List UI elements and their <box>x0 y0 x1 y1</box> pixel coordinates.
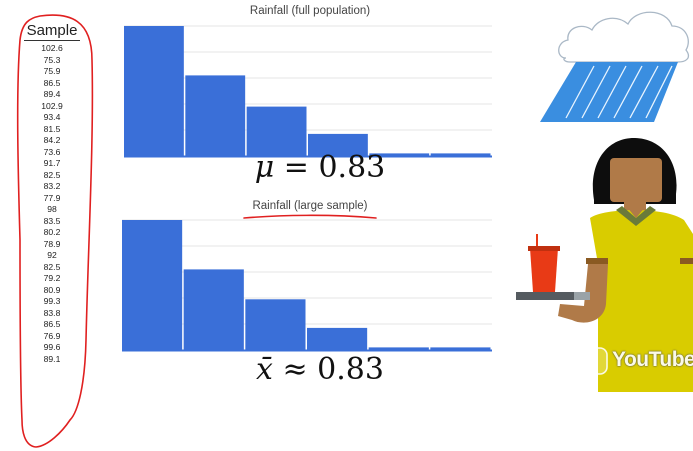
histogram-bar <box>307 327 368 350</box>
sample-value: 75.3 <box>43 54 61 65</box>
person-illustration <box>516 138 693 392</box>
population-relation: = <box>283 150 309 185</box>
sample-mean: x̄ ≈ 0.83 <box>210 352 430 387</box>
sample-circle-annotation <box>16 14 94 448</box>
sample-value: 81.5 <box>43 123 61 134</box>
histogram-bar <box>430 153 491 156</box>
drink-icon <box>528 234 560 292</box>
sample-value: 102.6 <box>41 43 63 53</box>
histogram-bar <box>185 75 246 156</box>
sample-value: 78.9 <box>43 238 61 249</box>
mu-symbol: μ <box>254 150 275 185</box>
youtube-watermark[interactable]: YouTube <box>574 346 693 376</box>
rain-cloud-illustration <box>540 11 690 122</box>
cloud-icon <box>558 11 690 63</box>
population-mean: μ = 0.83 <box>210 150 430 185</box>
sample-list: 102.6 75.3 75.9 86.5 89.4 102.9 93.4 81.5 84.2 73… <box>22 43 82 365</box>
sample-value: 98 <box>47 204 57 214</box>
histogram-bar <box>246 106 307 156</box>
sample-value: 79.2 <box>43 273 61 283</box>
histogram-bar <box>245 299 306 350</box>
sample-mean-value: 0.83 <box>317 352 384 387</box>
sample-value: 99.3 <box>43 296 61 306</box>
histogram-bar <box>183 269 244 350</box>
chart-title-population: Rainfall (full population) <box>249 5 371 17</box>
chart-title-sample: Rainfall (large sample) <box>252 200 368 212</box>
sample-value: 86.5 <box>43 319 61 329</box>
population-mean-value: 0.83 <box>318 150 386 185</box>
sample-value: 75.9 <box>43 66 61 76</box>
histogram-bar <box>122 220 183 350</box>
histogram-bar <box>369 153 430 156</box>
sample-value: 83.8 <box>43 307 61 318</box>
histogram-bar <box>124 26 184 156</box>
xbar-symbol: x̄ <box>256 352 273 387</box>
sample-value: 86.5 <box>43 77 61 88</box>
sample-value: 77.9 <box>43 192 61 203</box>
sample-value: 80.9 <box>43 284 61 295</box>
sample-value: 80.2 <box>43 227 61 237</box>
sample-value: 83.2 <box>43 181 61 191</box>
sample-value: 73.6 <box>43 146 61 157</box>
sample-value: 84.2 <box>43 135 61 145</box>
play-icon <box>574 347 608 375</box>
sample-value: 99.6 <box>43 342 61 352</box>
title-underline-annotation <box>243 214 377 219</box>
sample-value: 89.1 <box>43 353 61 364</box>
sample-value: 83.5 <box>43 215 61 226</box>
sample-histogram <box>122 219 492 352</box>
rain-icon <box>540 62 678 122</box>
histogram-bar <box>368 347 429 350</box>
sample-value: 82.5 <box>43 261 61 272</box>
sample-header: Sample <box>24 22 80 41</box>
shirt <box>590 210 693 392</box>
population-histogram <box>124 25 492 158</box>
sample-column: Sample 102.6 75.3 75.9 86.5 89.4 102.9 93.4 81.… <box>22 22 82 390</box>
sample-value: 93.4 <box>43 112 61 122</box>
histogram-bar <box>430 347 491 350</box>
histogram-bar <box>308 133 368 156</box>
sample-value: 89.4 <box>43 89 61 99</box>
sample-value: 102.9 <box>41 100 63 111</box>
sample-value: 91.7 <box>43 158 61 168</box>
sample-value: 76.9 <box>43 330 61 341</box>
youtube-label: YouTube <box>612 348 693 371</box>
sample-relation: ≈ <box>282 352 308 387</box>
sample-value: 92 <box>47 250 57 260</box>
sample-value: 82.5 <box>43 169 61 180</box>
